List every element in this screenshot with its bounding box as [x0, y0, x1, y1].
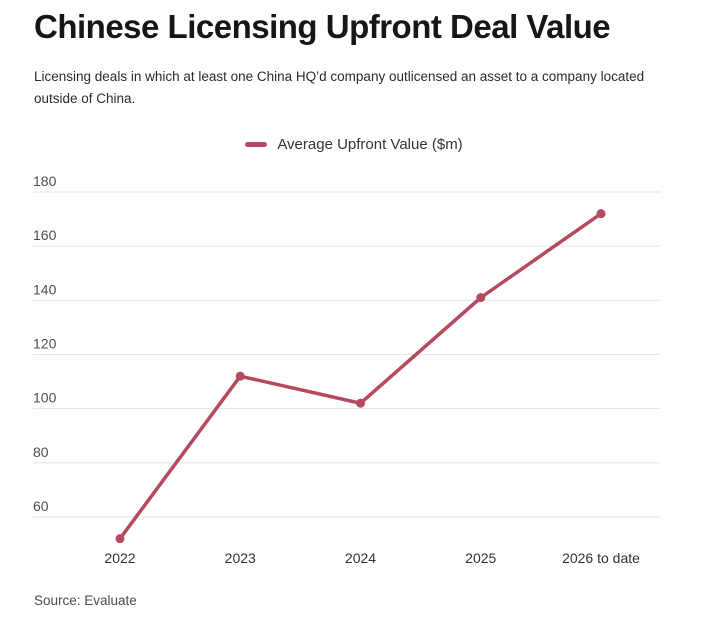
- y-axis-tick-label: 180: [33, 173, 57, 189]
- y-axis-tick-label: 80: [33, 444, 49, 460]
- x-axis-tick-label: 2025: [465, 550, 496, 566]
- y-axis-tick-label: 120: [33, 335, 57, 351]
- data-line: [118, 211, 603, 541]
- legend-line-swatch: [245, 142, 268, 147]
- line-chart-svg: 60 80 100 120 140 160 180 2022 2023 2024 2025 2026 …: [33, 173, 660, 566]
- y-axis-tick-label: 100: [33, 390, 57, 406]
- legend: Average Upfront Value ($m): [0, 136, 708, 153]
- x-axis-tick-label: 2022: [104, 550, 135, 566]
- x-axis-tick-label: 2024: [345, 550, 376, 566]
- data-point: [235, 371, 245, 381]
- source-note: Source: Evaluate: [34, 593, 137, 608]
- chart-subtitle: Licensing deals in which at least one Ch…: [34, 69, 645, 106]
- y-axis-tick-label: 60: [33, 498, 49, 514]
- x-axis-tick-label: 2026 to date: [562, 550, 640, 566]
- y-axis-tick-label: 140: [33, 281, 57, 297]
- x-axis-tick-label: 2023: [225, 550, 256, 566]
- data-point: [356, 398, 365, 408]
- y-axis-tick-label: 160: [33, 227, 57, 243]
- page-title: Chinese Licensing Upfront Deal Value: [34, 8, 611, 45]
- data-point: [115, 534, 125, 544]
- line-chart: 60 80 100 120 140 160 180 2022 2023 2024 2025 2026 …: [0, 160, 708, 580]
- data-point: [596, 209, 606, 219]
- data-point: [476, 293, 486, 303]
- legend-label: Average Upfront Value ($m): [277, 136, 463, 153]
